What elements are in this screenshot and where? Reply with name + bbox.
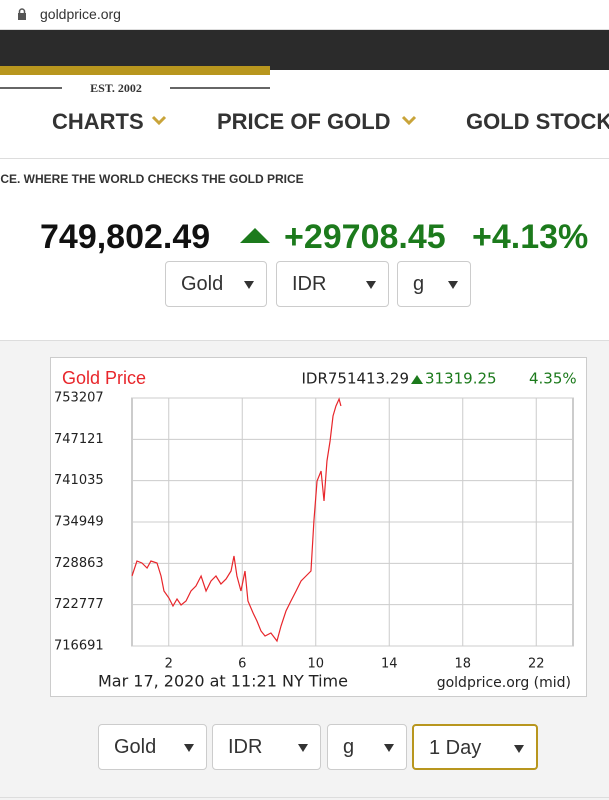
select[interactable]: Gold	[165, 261, 267, 307]
browser-bar: goldprice.org	[0, 0, 609, 30]
chart: Gold Price IDR751413.29 31319.25 4.35% g…	[50, 357, 587, 697]
select-active[interactable]: 1 Day	[412, 724, 538, 770]
price-line	[131, 397, 342, 643]
divider	[0, 158, 609, 159]
y-tick-label: 722777	[54, 597, 104, 612]
y-tick-label: 734949	[54, 515, 104, 530]
x-tick-label: 6	[238, 657, 246, 672]
nav-item[interactable]: PRICE OF GOLD	[217, 109, 391, 134]
y-tick-label: 753207	[54, 391, 104, 406]
tagline: ICE. WHERE THE WORLD CHECKS THE GOLD PRI…	[0, 172, 304, 186]
x-tick-label: 14	[381, 657, 398, 672]
url[interactable]: goldprice.org	[40, 6, 121, 22]
ticker-change: +29708.45	[284, 218, 446, 256]
nav-item[interactable]: GOLD STOCK	[466, 109, 609, 134]
select[interactable]: g	[397, 261, 471, 307]
x-tick-label: 18	[454, 657, 471, 672]
y-tick-label: 747121	[54, 432, 104, 447]
up-arrow	[240, 228, 270, 243]
y-tick-label: 741035	[54, 473, 104, 488]
nav-chevrons	[151, 115, 417, 126]
chart-timestamp: Mar 17, 2020 at 11:21 NY Time	[98, 672, 348, 691]
x-tick-label: 10	[307, 657, 324, 672]
ticker-change-pct: +4.13%	[472, 218, 589, 256]
select[interactable]: IDR	[212, 724, 321, 770]
y-tick-label: 728863	[54, 556, 104, 571]
select[interactable]: IDR	[276, 261, 389, 307]
y-tick-label: 716691	[54, 639, 104, 654]
select[interactable]: g	[327, 724, 407, 770]
logo-est: EST. 2002	[90, 81, 142, 95]
chart-up-arrow	[411, 375, 423, 384]
x-tick-label: 22	[528, 657, 545, 672]
x-tick-label: 2	[165, 657, 173, 672]
ticker-price: 749,802.49	[40, 218, 211, 256]
chart-change: 31319.25	[425, 370, 497, 388]
chart-change-pct: 4.35%	[529, 370, 577, 388]
tab-bar	[0, 30, 609, 70]
chart-title: Gold Price	[62, 368, 146, 388]
divider	[0, 797, 609, 798]
logo: EST. 2002	[0, 66, 270, 95]
chart-source: goldprice.org (mid)	[437, 675, 571, 691]
chart-price: IDR751413.29	[301, 370, 409, 388]
nav-item[interactable]: CHARTS	[52, 109, 144, 134]
lock-icon	[18, 8, 26, 20]
select[interactable]: Gold	[98, 724, 207, 770]
